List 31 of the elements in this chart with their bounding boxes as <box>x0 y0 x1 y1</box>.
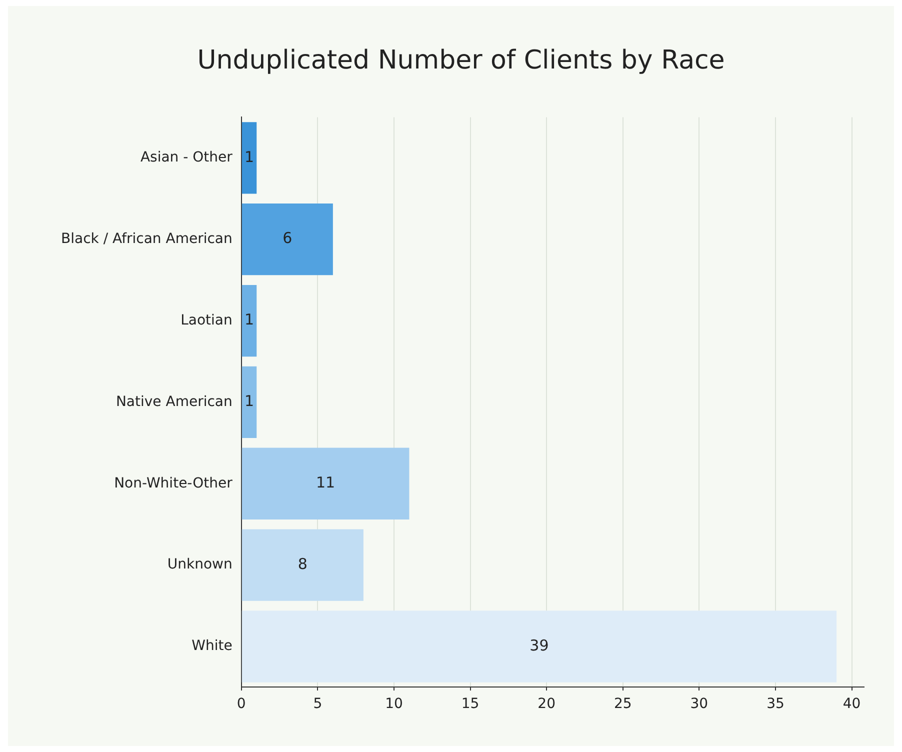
bar <box>242 529 364 601</box>
bar <box>242 448 410 520</box>
x-tick-label: 5 <box>313 696 322 712</box>
data-label: 6 <box>282 229 292 248</box>
x-tick-label: 20 <box>538 696 556 712</box>
y-tick-label: Laotian <box>180 312 232 328</box>
x-tick-label: 0 <box>236 696 246 712</box>
data-label: 8 <box>298 554 308 573</box>
data-label: 1 <box>244 392 254 410</box>
data-label: 11 <box>316 474 336 492</box>
bar <box>242 366 257 438</box>
y-tick-label: White <box>192 638 232 654</box>
data-label: 39 <box>530 636 549 654</box>
bar <box>242 122 257 194</box>
x-tick-label: 35 <box>766 696 784 712</box>
y-tick-label: Asian - Other <box>140 150 233 166</box>
y-tick-label: Unknown <box>167 556 232 573</box>
x-tick-label: 10 <box>385 696 403 712</box>
x-tick-label: 40 <box>842 696 861 712</box>
data-label: 1 <box>244 310 254 329</box>
bar <box>242 284 257 357</box>
bar <box>242 610 837 682</box>
y-tick-label: Non-White-Other <box>114 475 233 492</box>
bar <box>242 204 333 276</box>
chart-title: Unduplicated Number of Clients by Race <box>197 45 725 76</box>
x-tick-label: 30 <box>690 696 708 712</box>
data-label: 1 <box>244 148 254 166</box>
x-tick-label: 25 <box>614 696 632 712</box>
y-tick-label: Native American <box>116 394 232 410</box>
x-tick-label: 15 <box>461 696 480 712</box>
y-tick-label: Black / African American <box>60 230 232 247</box>
